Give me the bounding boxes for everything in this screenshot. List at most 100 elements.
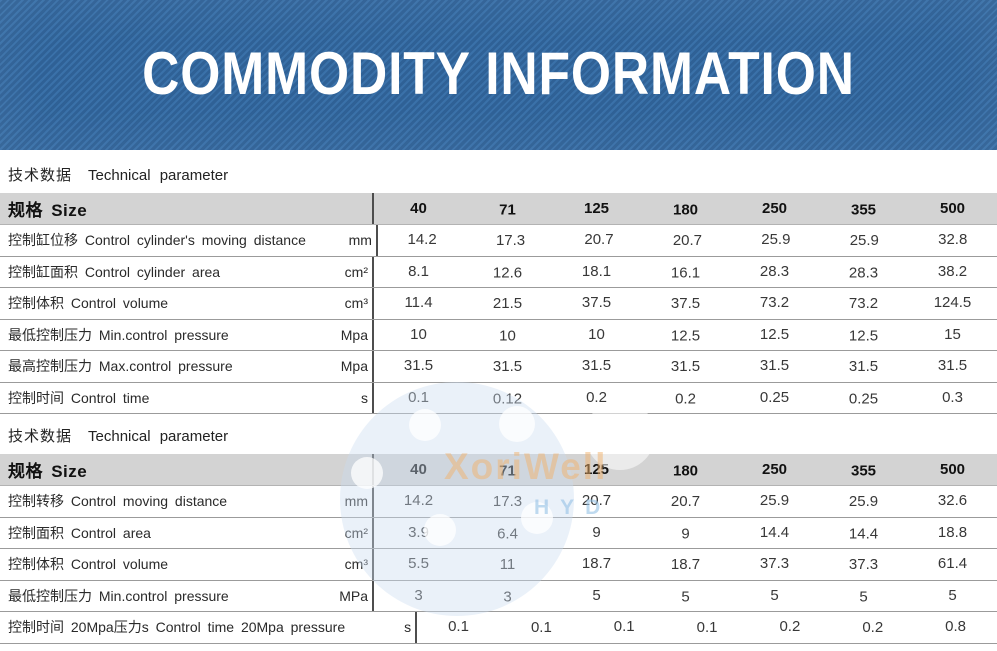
cell-value: 14.4 [759,524,790,542]
cell-value: 0.25 [848,390,879,408]
cell-value: 5 [681,588,690,606]
row-label: 最低控制压力 Min.control pressure [8,587,229,604]
cell-value: 0.1 [408,389,429,407]
column-header: 71 [499,462,516,480]
cell-value: 12.5 [848,327,879,345]
cell-value: 12.6 [492,264,523,282]
cell-value: 0.1 [696,618,718,636]
size-label: 规格 Size [8,462,88,481]
cell-value: 18.8 [937,524,968,542]
row-label: 最高控制压力 Max.control pressure [8,358,233,375]
cell-value: 10 [410,326,427,344]
row-label: 控制体积 Control volume [8,556,169,573]
table-row: 控制缸面积 Control cylinder area cm² 8.1 12.6 18.… [0,256,997,288]
column-header: 250 [761,200,788,217]
cell-value: 21.5 [492,294,523,312]
cell-value: 8.1 [408,263,429,281]
row-unit: cm² [344,263,368,280]
cell-value: 10 [588,326,605,344]
cell-value: 37.3 [759,554,790,572]
row-label: 控制时间 20Mpa压力s Control time 20Mpa pressur… [8,619,346,636]
column-header: 180 [672,201,699,219]
cell-value: 25.9 [849,231,879,249]
cell-value: 9 [681,525,690,543]
cell-value: 5.5 [408,554,429,572]
row-label: 控制转移 Control moving distance [8,493,228,510]
cell-value: 5 [948,587,957,605]
cell-value: 16.1 [670,264,701,282]
tech-section: 技术数据 Technical parameter 规格 Size 40 71 125 180… [0,166,997,414]
cell-value: 0.2 [779,617,801,635]
column-header: 180 [672,462,699,480]
cell-value: 14.2 [403,491,434,509]
table-header-row: 规格 Size 40 71 125 180 250 355 500 [0,454,997,486]
cell-value: 20.7 [670,492,701,510]
cell-value: 18.7 [581,554,612,572]
cell-value: 20.7 [672,231,703,249]
cell-value: 0.3 [942,389,963,407]
cell-value: 31.5 [492,357,523,375]
cell-value: 0.1 [448,617,469,635]
cell-value: 38.2 [937,263,968,281]
cell-value: 31.5 [403,356,434,374]
row-label: 控制时间 Control time [8,389,150,406]
row-values: 5.5 11 18.7 18.7 37.3 37.3 61.4 [372,549,997,580]
cell-value: 73.2 [759,293,790,311]
table-row: 控制时间 20Mpa压力s Control time 20Mpa pressur… [0,612,997,644]
row-unit: cm³ [344,556,368,573]
cell-value: 31.5 [937,356,968,374]
table-row: 控制缸位移 Control cylinder's moving distance… [0,225,997,257]
size-label: 规格 Size [8,201,88,220]
cell-value: 73.2 [848,294,879,312]
cell-value: 25.9 [848,492,879,510]
cell-value: 0.1 [530,618,552,636]
cell-value: 5 [592,587,601,605]
row-unit: cm² [344,524,368,541]
commodity-banner: COMMODITY INFORMATION [0,0,997,150]
cell-value: 25.9 [759,491,790,509]
cell-value: 18.7 [670,555,701,573]
cell-value: 17.3 [495,231,526,249]
cell-value: 0.1 [613,617,635,635]
cell-value: 28.3 [759,263,790,281]
row-values: 14.2 17.3 20.7 20.7 25.9 25.9 32.6 [372,486,997,517]
row-values: 11.4 21.5 37.5 37.5 73.2 73.2 124.5 [372,288,997,319]
row-unit: Mpa [340,358,368,375]
cell-value: 61.4 [937,554,968,572]
cell-value: 0.12 [492,390,523,408]
cell-value: 14.4 [848,525,879,543]
column-header: 40 [410,461,427,478]
cell-value: 124.5 [933,293,972,311]
column-header: 355 [850,462,877,480]
cell-value: 32.6 [937,491,968,509]
row-unit: cm³ [344,295,368,312]
cell-value: 32.8 [938,230,968,248]
row-label: 最低控制压力 Min.control pressure [8,326,229,343]
column-header: 40 [410,200,427,217]
section-heading-zh: 技术数据 [8,428,73,445]
table-row: 最低控制压力 Min.control pressure Mpa 10 10 10 12.5… [0,319,997,351]
row-unit: MPa [339,587,368,604]
cell-value: 31.5 [581,356,612,374]
row-unit: mm [348,232,372,249]
cell-value: 31.5 [759,356,790,374]
cell-value: 0.2 [675,390,696,408]
column-header: 125 [583,200,610,217]
cell-value: 5 [770,587,779,605]
section-heading: 技术数据 Technical parameter [8,166,997,186]
cell-value: 3 [414,587,423,605]
row-values: 3.9 6.4 9 9 14.4 14.4 18.8 [372,517,997,548]
column-header: 250 [761,461,788,478]
column-header: 500 [939,200,966,217]
cell-value: 15 [944,326,961,344]
column-header: 355 [850,201,877,219]
cell-value: 3.9 [408,524,429,542]
cell-value: 0.2 [586,389,607,407]
section-heading-en: Technical parameter [88,167,229,184]
row-values: 3 3 5 5 5 5 5 [372,580,997,611]
table-row: 控制面积 Control area cm² 3.9 6.4 9 9 14.4 14.4 18.8 [0,517,997,549]
cell-value: 37.5 [670,294,701,312]
cell-value: 0.25 [759,389,790,407]
row-unit: s [361,389,368,406]
cell-value: 10 [499,327,516,345]
